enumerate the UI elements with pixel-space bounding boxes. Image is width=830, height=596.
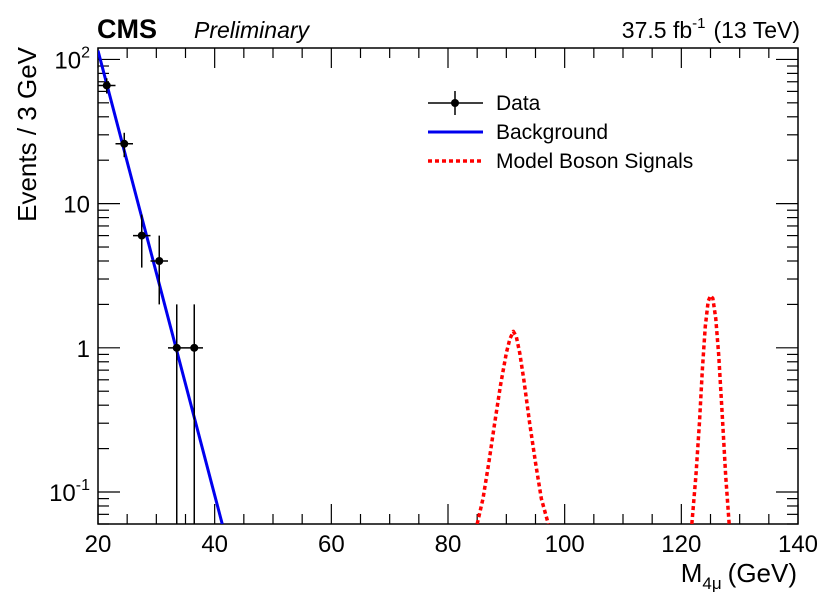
energy-value: (13 TeV) [713, 17, 800, 43]
data-point [190, 343, 199, 352]
x-tick-label: 80 [435, 531, 462, 558]
status-label: Preliminary [194, 17, 311, 43]
experiment-label: CMS [97, 14, 157, 44]
luminosity-energy-label: 37.5 fb-1 (13 TeV) [622, 15, 800, 43]
y-tick-label: 1 [77, 336, 90, 363]
legend-label: Data [496, 92, 541, 115]
legend-data-marker [451, 99, 459, 107]
y-axis-title: Events / 3 GeV [12, 46, 42, 222]
x-tick-label: 140 [778, 531, 818, 558]
y-tick-label: 10 [63, 192, 90, 219]
data-point [172, 343, 181, 352]
signal-peak-2 [690, 293, 731, 524]
x-tick-labels: 20 40 60 80 100 120 140 [85, 531, 818, 558]
data-point [120, 139, 129, 148]
data-point [102, 81, 111, 90]
x-tick-label: 40 [201, 531, 228, 558]
x-axis-var: M [681, 558, 703, 588]
legend-label: Background [496, 121, 608, 144]
axis-ticks [97, 48, 799, 525]
series-layer [98, 50, 731, 524]
x-axis-unit: (GeV) [728, 558, 797, 588]
signal-peak-1 [475, 329, 551, 524]
x-tick-label: 60 [318, 531, 345, 558]
y-tick-label: 10-1 [49, 477, 90, 507]
x-axis-subscript: 4μ [702, 574, 721, 593]
luminosity-exponent: -1 [692, 15, 705, 32]
background-curve [98, 50, 224, 524]
y-tick-label: 102 [54, 44, 90, 74]
data-point [137, 231, 146, 240]
x-tick-label: 20 [85, 531, 112, 558]
x-tick-label: 120 [661, 531, 701, 558]
y-tick-labels: 10-1 1 10 102 [49, 44, 90, 507]
legend-label: Model Boson Signals [496, 150, 693, 173]
luminosity-value: 37.5 fb [622, 17, 692, 43]
legend: Data Background Model Boson Signals [428, 91, 693, 173]
x-tick-label: 100 [545, 531, 585, 558]
data-point [155, 256, 164, 265]
x-axis-title: M4μ (GeV) [681, 558, 797, 593]
